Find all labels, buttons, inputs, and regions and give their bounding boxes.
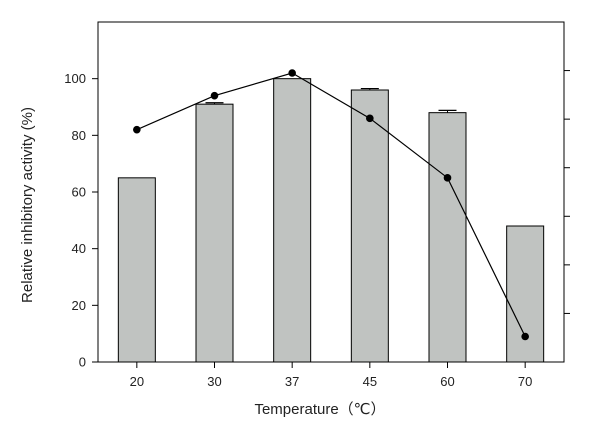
y-tick-label: 100 xyxy=(64,71,86,86)
x-axis-title: Temperature（℃） xyxy=(254,401,385,418)
x-tick-label: 20 xyxy=(130,374,144,389)
line-series-point xyxy=(288,69,296,77)
y-tick-label: 20 xyxy=(72,298,86,313)
plot-frame xyxy=(97,21,565,363)
x-tick-label: 30 xyxy=(207,374,221,389)
y-tick-label: 80 xyxy=(72,128,86,143)
line-series-point xyxy=(366,114,374,123)
bar xyxy=(506,225,545,363)
y-axis-left: 0 20 40 60 80 100 xyxy=(64,71,98,370)
y-tick-label: 40 xyxy=(72,241,86,256)
line-series-point xyxy=(210,91,219,100)
line-series-point xyxy=(521,332,529,341)
bars-layer xyxy=(117,78,545,363)
line-series-path xyxy=(136,72,526,337)
bar xyxy=(117,177,156,363)
y-axis-right xyxy=(564,70,570,314)
line-series-layer xyxy=(133,69,529,341)
bar xyxy=(428,112,467,363)
y-tick-label: 60 xyxy=(72,185,86,200)
line-series-point xyxy=(133,125,141,134)
x-tick-label: 60 xyxy=(440,374,454,389)
bar xyxy=(273,78,312,363)
x-axis: 20 30 37 45 60 70 xyxy=(130,362,532,389)
x-tick-label: 70 xyxy=(518,374,532,389)
error-bars-layer xyxy=(205,87,457,113)
x-tick-label: 37 xyxy=(285,374,299,389)
y-tick-label: 0 xyxy=(79,355,86,370)
bar xyxy=(195,103,234,363)
y-axis-title: Relative inhibitory activity (%) xyxy=(19,107,36,303)
x-tick-label: 45 xyxy=(363,374,377,389)
line-series-point xyxy=(443,174,452,182)
bar xyxy=(350,89,389,363)
